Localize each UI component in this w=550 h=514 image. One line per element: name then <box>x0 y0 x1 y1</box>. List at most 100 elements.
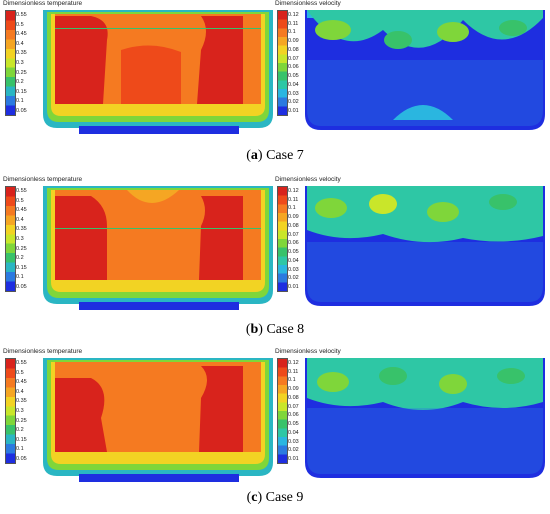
temperature-legend-tick-label: 0.25 <box>16 69 27 76</box>
velocity-legend-title: Dimensionless velocity <box>275 0 341 7</box>
temperature-legend-tick-label: 0.15 <box>16 264 27 271</box>
velocity-legend-tick-label: 0.01 <box>288 456 299 462</box>
velocity-legend-tick-label: 0.06 <box>288 64 299 71</box>
velocity-legend-title: Dimensionless velocity <box>275 348 341 355</box>
velocity-legend-tick-label: 0.04 <box>288 81 299 88</box>
temperature-legend-title: Dimensionless temperature <box>3 176 83 183</box>
temperature-legend-tick-label: 0.3 <box>16 236 24 242</box>
velocity-legend-title: Dimensionless velocity <box>275 176 341 183</box>
temperature-legend-tick-label: 0.05 <box>16 456 27 462</box>
temperature-legend-tick-label: 0.55 <box>16 188 27 194</box>
velocity-legend-tick-label: 0.04 <box>288 429 299 436</box>
temperature-field <box>43 358 273 482</box>
temperature-legend-tick-label: 0.35 <box>16 50 27 57</box>
velocity-legend-tick-label: 0.07 <box>288 55 299 62</box>
caption-case-8: (b) Case 8 <box>245 322 305 337</box>
velocity-legend-tick-label: 0.09 <box>288 214 299 221</box>
velocity-legend-tick-label: 0.04 <box>288 257 299 264</box>
temperature-legend-title: Dimensionless temperature <box>3 0 83 7</box>
velocity-legend-tick-label: 0.12 <box>288 188 299 194</box>
case-9-row: Dimensionless temperature 0.55 0.5 0.45 0.4… <box>0 348 550 488</box>
velocity-legend-tick-label: 0.02 <box>288 99 299 106</box>
temperature-color-bar <box>5 358 16 464</box>
velocity-legend-tick-label: 0.11 <box>288 368 299 375</box>
velocity-legend-tick-label: 0.12 <box>288 12 299 18</box>
velocity-legend-tick-label: 0.05 <box>288 73 299 80</box>
temperature-legend-tick-label: 0.45 <box>16 379 27 386</box>
velocity-field <box>305 358 545 478</box>
temperature-legend-tick-label: 0.1 <box>16 446 24 453</box>
velocity-legend-tick-label: 0.09 <box>288 386 299 393</box>
case-8-row: Dimensionless temperature 0.55 0.5 0.45 0.4… <box>0 176 550 316</box>
velocity-legend-tick-label: 0.02 <box>288 447 299 454</box>
velocity-legend-tick-label: 0.11 <box>288 20 299 27</box>
velocity-legend-tick-label: 0.12 <box>288 360 299 366</box>
temperature-legend-tick-label: 0.35 <box>16 398 27 405</box>
caption-case-9: (c) Case 9 <box>246 490 304 505</box>
velocity-contour-plot: Dimensionless velocity 0.12 0.11 0.1 0.09 0.… <box>275 176 547 310</box>
velocity-legend-tick-label: 0.06 <box>288 412 299 419</box>
velocity-legend-tick-label: 0.05 <box>288 249 299 256</box>
temperature-color-bar <box>5 10 16 116</box>
velocity-legend-tick-label: 0.08 <box>288 394 299 401</box>
temperature-legend-tick-label: 0.4 <box>16 40 24 47</box>
velocity-legend-tick-label: 0.1 <box>288 205 296 212</box>
velocity-contour-plot: Dimensionless velocity 0.12 0.11 0.1 0.09 0.… <box>275 0 547 134</box>
temperature-legend-tick-label: 0.3 <box>16 408 24 414</box>
case-7-row: Dimensionless temperature 0.55 0.5 0.45 0.4… <box>0 0 550 140</box>
temperature-legend-tick-label: 0.55 <box>16 360 27 366</box>
caption-letter: c <box>251 490 258 505</box>
temperature-legend-tick-label: 0.1 <box>16 274 24 281</box>
temperature-legend-tick-label: 0.25 <box>16 245 27 252</box>
temperature-legend-tick-label: 0.4 <box>16 216 24 223</box>
temperature-legend-tick-label: 0.2 <box>16 255 24 262</box>
velocity-color-bar <box>277 358 288 464</box>
temperature-contour-plot: Dimensionless temperature 0.55 0.5 0.45 0.4… <box>3 176 273 310</box>
velocity-legend-tick-label: 0.01 <box>288 284 299 290</box>
temperature-legend-tick-label: 0.2 <box>16 79 24 86</box>
temperature-legend-tick-label: 0.2 <box>16 427 24 434</box>
velocity-field <box>305 10 545 130</box>
temperature-legend-tick-label: 0.45 <box>16 207 27 214</box>
caption-letter: b <box>250 322 259 337</box>
temperature-legend-tick-label: 0.45 <box>16 31 27 38</box>
caption-text: Case 9 <box>262 490 304 505</box>
velocity-legend-tick-label: 0.03 <box>288 266 299 273</box>
velocity-color-bar <box>277 186 288 292</box>
temperature-legend-tick-label: 0.05 <box>16 284 27 290</box>
temperature-field <box>43 10 273 134</box>
caption-case-7: (a) Case 7 <box>246 148 304 163</box>
temperature-legend-tick-label: 0.15 <box>16 88 27 95</box>
velocity-legend-tick-label: 0.08 <box>288 46 299 53</box>
velocity-legend-tick-label: 0.07 <box>288 403 299 410</box>
temperature-legend-tick-label: 0.5 <box>16 369 24 376</box>
velocity-legend-tick-label: 0.11 <box>288 196 299 203</box>
temperature-legend-tick-label: 0.25 <box>16 417 27 424</box>
velocity-color-bar <box>277 10 288 116</box>
temperature-legend-tick-label: 0.1 <box>16 98 24 105</box>
caption-text: Case 7 <box>262 148 304 163</box>
temperature-contour-plot: Dimensionless temperature 0.55 0.5 0.45 0.4… <box>3 348 273 482</box>
temperature-color-bar <box>5 186 16 292</box>
velocity-legend-tick-label: 0.1 <box>288 377 296 384</box>
temperature-legend-tick-label: 0.5 <box>16 21 24 28</box>
velocity-legend-tick-label: 0.03 <box>288 438 299 445</box>
velocity-legend-tick-label: 0.08 <box>288 222 299 229</box>
temperature-legend-tick-label: 0.3 <box>16 60 24 66</box>
velocity-legend-tick-label: 0.09 <box>288 38 299 45</box>
temperature-contour-plot: Dimensionless temperature 0.55 0.5 0.45 0.4… <box>3 0 273 134</box>
temperature-legend-tick-label: 0.5 <box>16 197 24 204</box>
velocity-legend-tick-label: 0.03 <box>288 90 299 97</box>
velocity-contour-plot: Dimensionless velocity 0.12 0.11 0.1 0.09 0.… <box>275 348 547 482</box>
velocity-field <box>305 186 545 306</box>
temperature-field <box>43 186 273 310</box>
temperature-legend-title: Dimensionless temperature <box>3 348 83 355</box>
temperature-legend-tick-label: 0.15 <box>16 436 27 443</box>
temperature-legend-tick-label: 0.55 <box>16 12 27 18</box>
temperature-legend-tick-label: 0.4 <box>16 388 24 395</box>
velocity-legend-tick-label: 0.07 <box>288 231 299 238</box>
velocity-legend-tick-label: 0.06 <box>288 240 299 247</box>
velocity-legend-tick-label: 0.01 <box>288 108 299 114</box>
velocity-legend-tick-label: 0.05 <box>288 421 299 428</box>
temperature-legend-tick-label: 0.05 <box>16 108 27 114</box>
